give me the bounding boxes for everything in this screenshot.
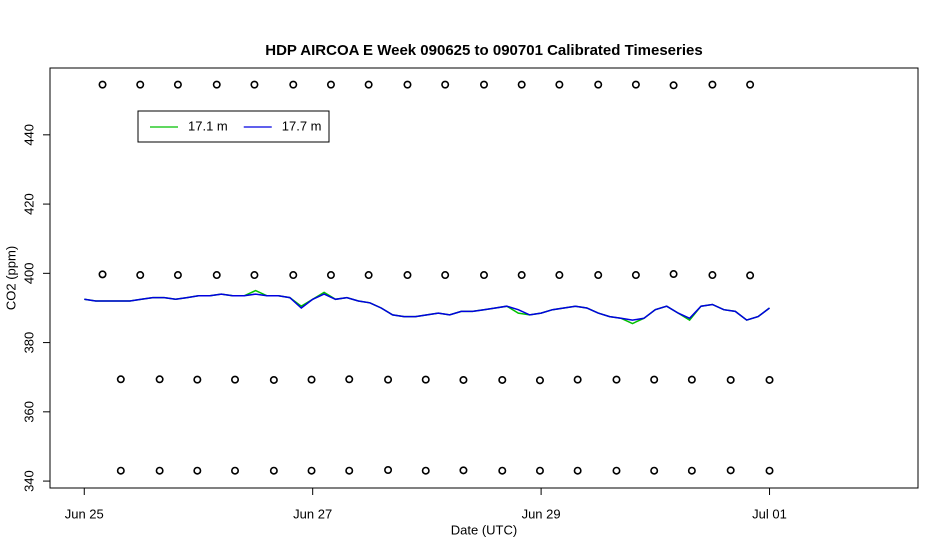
marker-point [708,80,717,89]
marker-point [326,271,335,280]
marker-point [479,271,488,280]
x-tick-label: Jun 27 [293,506,332,521]
marker-point [289,80,298,89]
marker-point [441,80,450,89]
y-tick-label: 440 [21,124,36,146]
marker-point [650,466,659,475]
marker-point [307,375,316,384]
marker-point [173,271,182,280]
y-tick-label: 340 [21,470,36,492]
marker-point [345,375,354,384]
marker-point [726,466,735,475]
marker-point [708,271,717,280]
marker-point [155,466,164,475]
marker-point [573,466,582,475]
marker-point [289,271,298,280]
marker-point [669,270,678,279]
marker-point [612,466,621,475]
x-tick-label: Jul 01 [752,506,787,521]
marker-point [612,375,621,384]
legend-label: 17.7 m [282,118,322,133]
marker-point [479,80,488,89]
marker-point [441,271,450,280]
marker-point [555,80,564,89]
marker-point [136,271,145,280]
marker-point [535,466,544,475]
marker-point [421,375,430,384]
marker-point [517,80,526,89]
marker-point [631,80,640,89]
marker-point [746,271,755,280]
marker-point [212,80,221,89]
marker-point [116,375,125,384]
y-tick-label: 420 [21,193,36,215]
marker-point [364,271,373,280]
marker-point [573,375,582,384]
marker-point [345,466,354,475]
marker-point [746,80,755,89]
marker-point [269,375,278,384]
marker-point [555,271,564,280]
marker-point [326,80,335,89]
marker-point [364,80,373,89]
marker-point [116,466,125,475]
marker-point [535,376,544,385]
y-tick-label: 360 [21,401,36,423]
marker-point [687,375,696,384]
marker-point [594,271,603,280]
y-tick-label: 380 [21,332,36,354]
marker-point [250,80,259,89]
y-tick-label: 400 [21,262,36,284]
marker-point [594,80,603,89]
marker-point [421,466,430,475]
marker-point [631,271,640,280]
marker-point [459,375,468,384]
marker-point [650,375,659,384]
marker-point [765,466,774,475]
marker-point [384,375,393,384]
marker-point [403,80,412,89]
marker-point [687,466,696,475]
marker-point [669,81,678,90]
marker-point [403,271,412,280]
marker-point [193,375,202,384]
marker-point [155,375,164,384]
x-tick-label: Jun 25 [65,506,104,521]
marker-point [98,270,107,279]
marker-point [250,271,259,280]
x-axis-label: Date (UTC) [451,522,517,537]
plot-frame [49,67,919,489]
marker-point [98,80,107,89]
marker-point [173,80,182,89]
marker-point [307,466,316,475]
marker-point [726,375,735,384]
marker-point [193,466,202,475]
marker-point [231,466,240,475]
marker-point [231,375,240,384]
x-tick-label: Jun 29 [522,506,561,521]
marker-point [136,80,145,89]
marker-point [384,465,393,474]
marker-point [498,375,507,384]
marker-point [212,271,221,280]
marker-point [765,375,774,384]
legend-label: 17.1 m [188,118,228,133]
marker-point [498,466,507,475]
series-line [84,293,770,321]
marker-point [269,466,278,475]
chart-title: HDP AIRCOA E Week 090625 to 090701 Calib… [265,42,702,59]
marker-point [517,271,526,280]
y-axis-label: CO2 (ppm) [3,246,18,310]
marker-point [459,466,468,475]
